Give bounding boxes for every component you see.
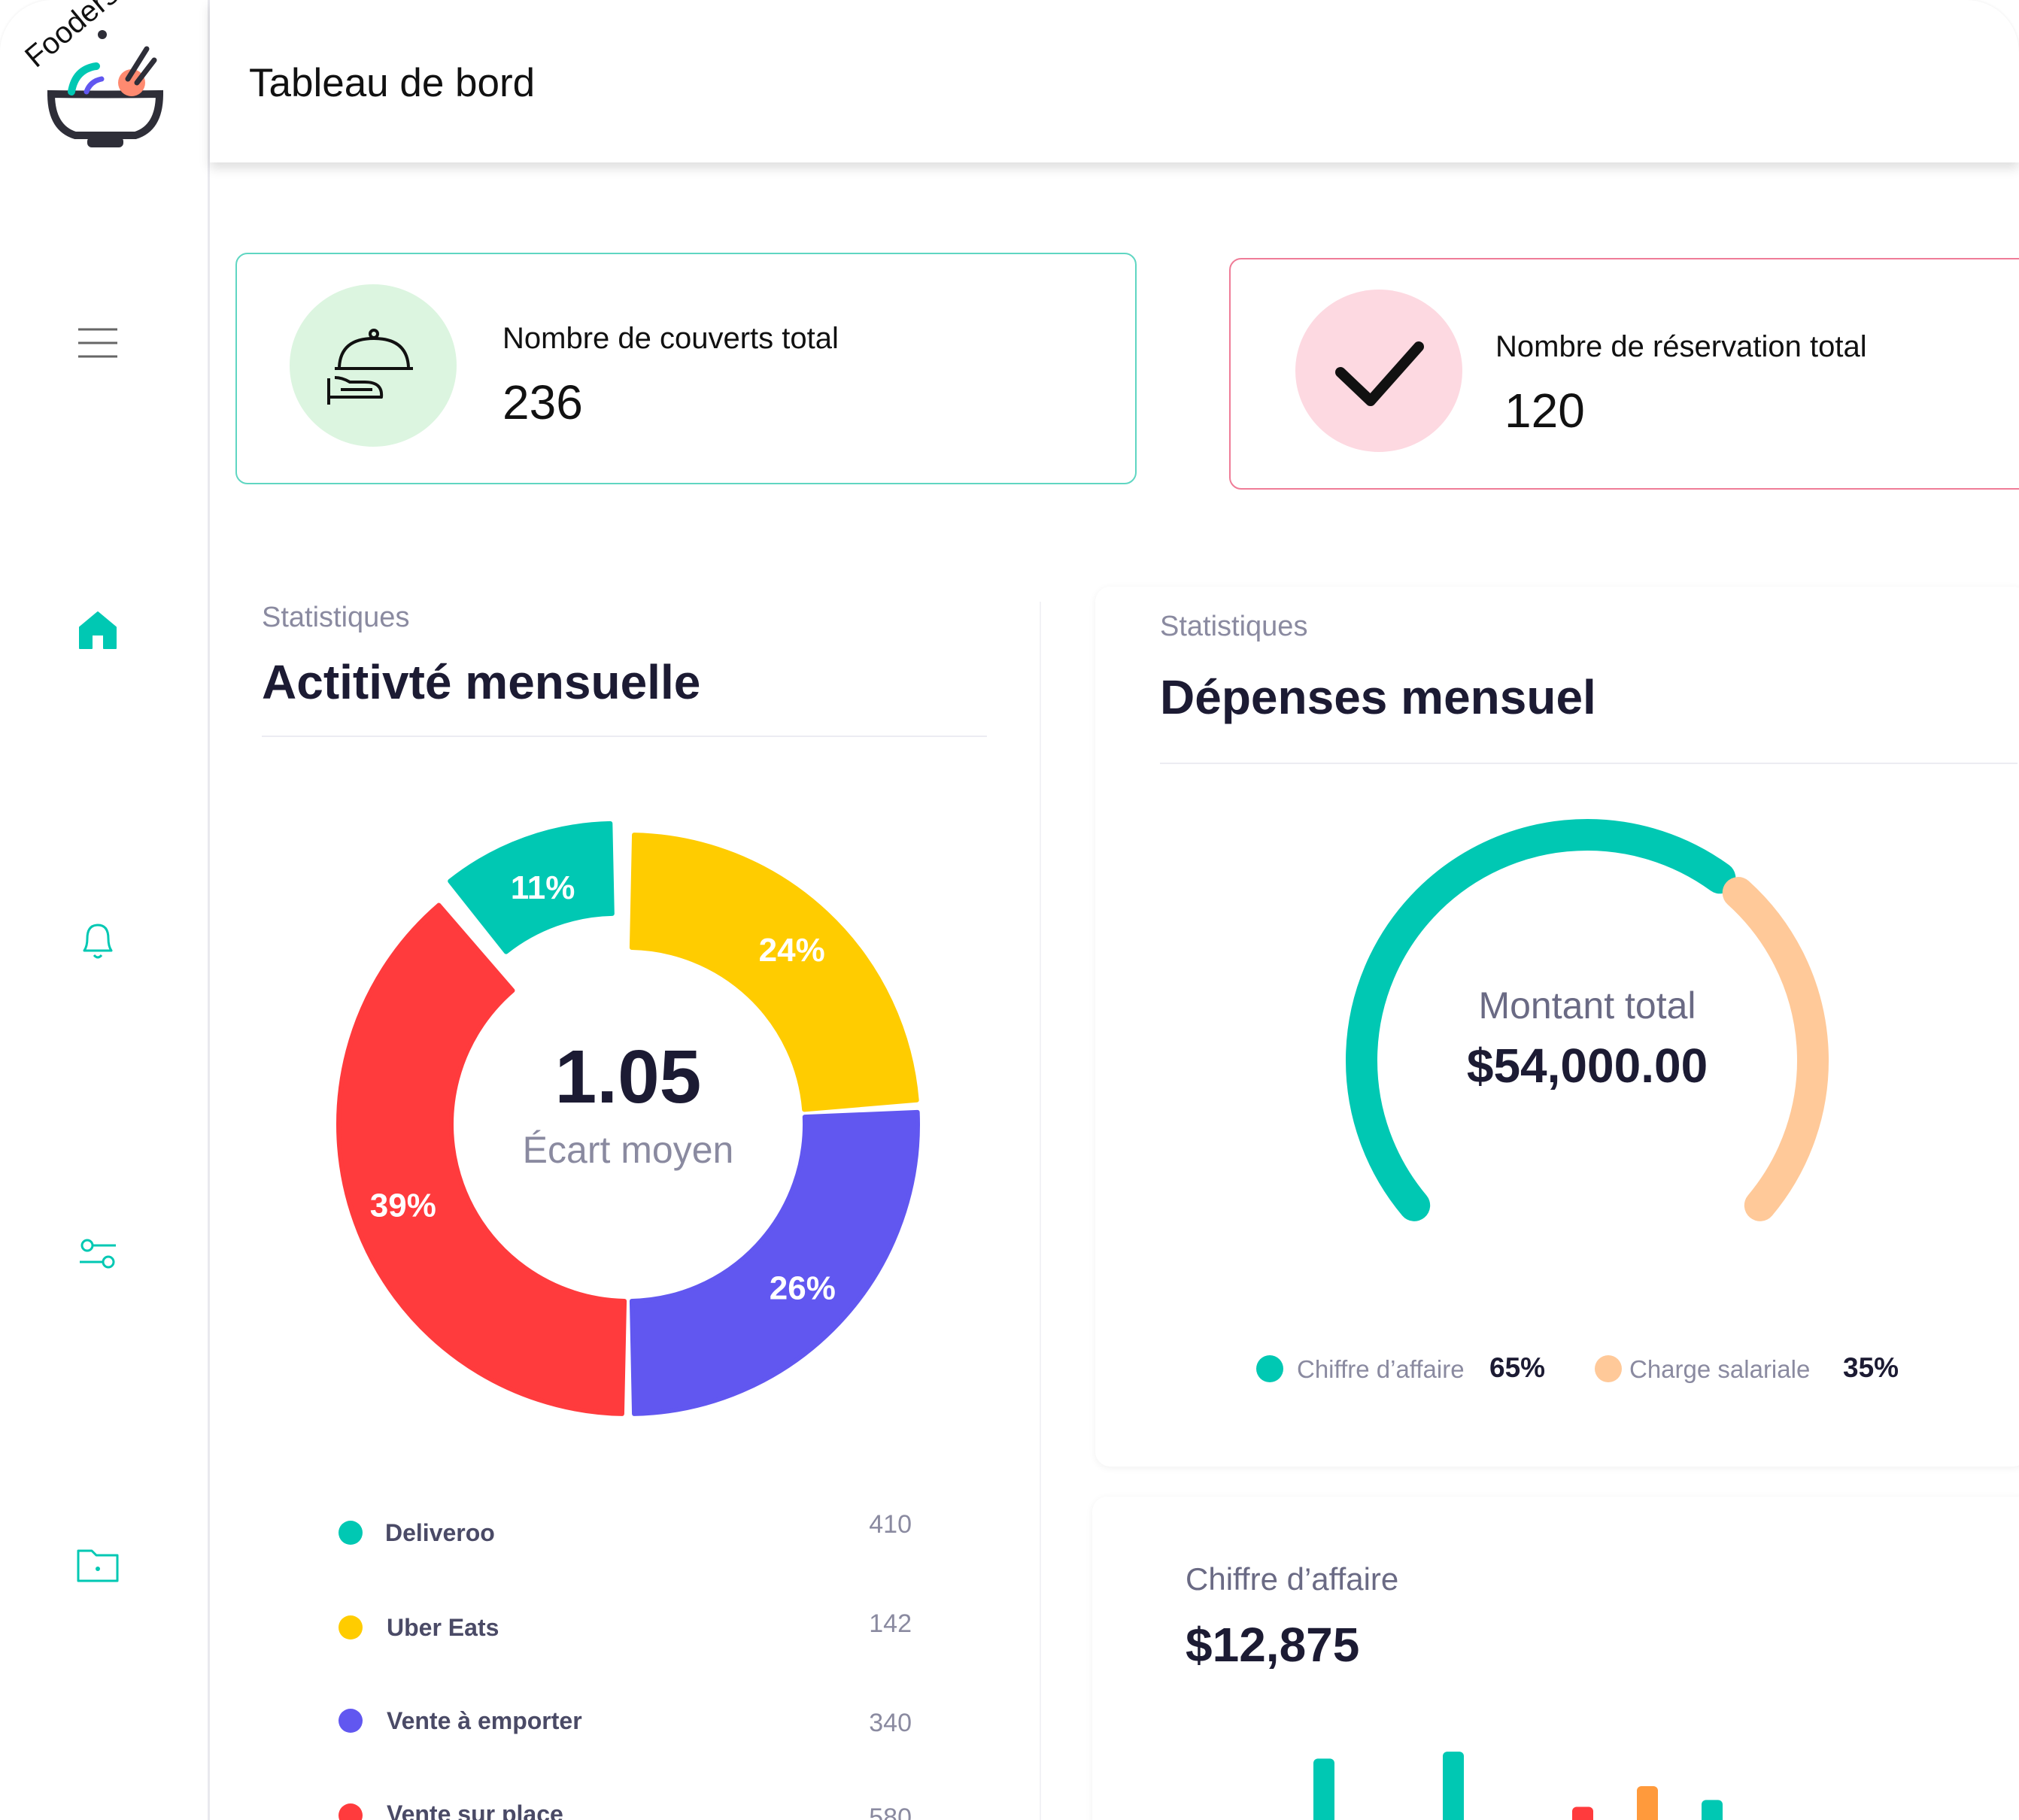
activity-subtitle: Statistiques xyxy=(262,602,410,633)
reservations-icon-circle xyxy=(1295,290,1462,452)
sliders-icon[interactable] xyxy=(74,1229,122,1277)
checkmark-icon xyxy=(1335,341,1424,406)
legend-value-chiffre: 65% xyxy=(1489,1352,1546,1383)
donut-slice-uber-eats[interactable] xyxy=(629,833,919,1112)
reservations-card[interactable]: Nombre de réservation total 120 xyxy=(1229,258,2019,490)
reservations-value: 120 xyxy=(1504,384,1585,438)
page-title: Tableau de bord xyxy=(249,61,536,105)
logo-bowl-icon xyxy=(47,30,164,147)
reservations-label: Nombre de réservation total xyxy=(1495,330,1867,363)
folder-icon[interactable] xyxy=(74,1540,122,1588)
legend-dot-charge xyxy=(1595,1355,1622,1382)
revenue-panel: Chiffre d’affaire $12,875 xyxy=(1092,1497,2019,1820)
legend-label-surplace: Vente sur place xyxy=(387,1800,563,1820)
topbar: Tableau de bord xyxy=(210,0,2019,162)
donut-slice-deliveroo[interactable] xyxy=(448,821,615,954)
revenue-bar xyxy=(1313,1758,1334,1820)
legend-value-surplace: 580 xyxy=(869,1803,912,1820)
logo[interactable]: Fooders xyxy=(19,0,165,154)
legend-value-charge: 35% xyxy=(1843,1352,1899,1383)
donut-center-value: 1.05 xyxy=(554,1035,702,1119)
gauge-arc-chiffre[interactable] xyxy=(1346,819,1736,1221)
expenses-panel: Statistiques Dépenses mensuel xyxy=(1095,587,2019,1467)
legend-dot-deliveroo xyxy=(339,1521,363,1545)
activity-panel: Statistiques Actitivté mensuelle xyxy=(241,594,1038,1820)
donut-percent-label: 24% xyxy=(759,932,825,969)
donut-center-label: Écart moyen xyxy=(522,1129,734,1171)
covers-label: Nombre de couverts total xyxy=(502,322,839,355)
legend-label-ubereats: Uber Eats xyxy=(387,1614,499,1641)
activity-divider xyxy=(262,736,987,737)
expenses-gauge-chart xyxy=(1346,819,1829,1221)
covers-value: 236 xyxy=(502,375,583,429)
expenses-title: Dépenses mensuel xyxy=(1160,670,1596,724)
gauge-center-label: Montant total xyxy=(1478,984,1696,1027)
panel-separator xyxy=(1040,602,1041,1820)
revenue-bar xyxy=(1572,1806,1593,1820)
donut-percent-label: 39% xyxy=(370,1188,436,1224)
revenue-bar-chart xyxy=(1313,1752,1723,1820)
gauge-arc-charge[interactable] xyxy=(1722,877,1829,1221)
revenue-bar xyxy=(1443,1752,1464,1820)
legend-label-chiffre: Chiffre d’affaire xyxy=(1297,1355,1465,1383)
legend-value-deliveroo: 410 xyxy=(869,1510,912,1539)
revenue-label: Chiffre d’affaire xyxy=(1186,1561,1399,1597)
legend-dot-ubereats xyxy=(339,1615,363,1640)
covers-card[interactable]: Nombre de couverts total 236 xyxy=(235,253,1137,484)
legend-label-emporter: Vente à emporter xyxy=(387,1707,582,1734)
revenue-value: $12,875 xyxy=(1186,1618,1360,1672)
covers-icon-circle xyxy=(290,284,457,447)
gauge-center-value: $54,000.00 xyxy=(1466,1039,1708,1093)
legend-label-deliveroo: Deliveroo xyxy=(385,1519,495,1546)
legend-value-ubereats: 142 xyxy=(869,1609,912,1638)
donut-percent-label: 26% xyxy=(770,1270,836,1307)
legend-dot-surplace xyxy=(339,1803,363,1820)
donut-percent-label: 11% xyxy=(511,869,575,906)
expenses-subtitle: Statistiques xyxy=(1160,611,1308,642)
expenses-divider xyxy=(1160,763,2017,764)
revenue-bar xyxy=(1702,1800,1723,1820)
activity-donut-chart: 24% 26% 39% 11% xyxy=(336,821,920,1416)
bell-icon[interactable] xyxy=(74,916,122,964)
legend-dot-chiffre xyxy=(1256,1355,1283,1382)
cloche-icon xyxy=(327,329,413,405)
legend-dot-emporter xyxy=(339,1709,363,1733)
donut-slice-vente-emporter[interactable] xyxy=(629,1109,920,1416)
legend-value-emporter: 340 xyxy=(869,1709,912,1737)
home-icon[interactable] xyxy=(74,606,122,654)
revenue-bar xyxy=(1637,1786,1658,1820)
donut-slice-vente-sur-place[interactable] xyxy=(336,902,627,1416)
legend-label-charge: Charge salariale xyxy=(1629,1355,1811,1383)
activity-title: Actitivté mensuelle xyxy=(262,655,701,709)
sidebar: Fooders xyxy=(0,0,210,1820)
menu-icon[interactable] xyxy=(74,319,122,367)
